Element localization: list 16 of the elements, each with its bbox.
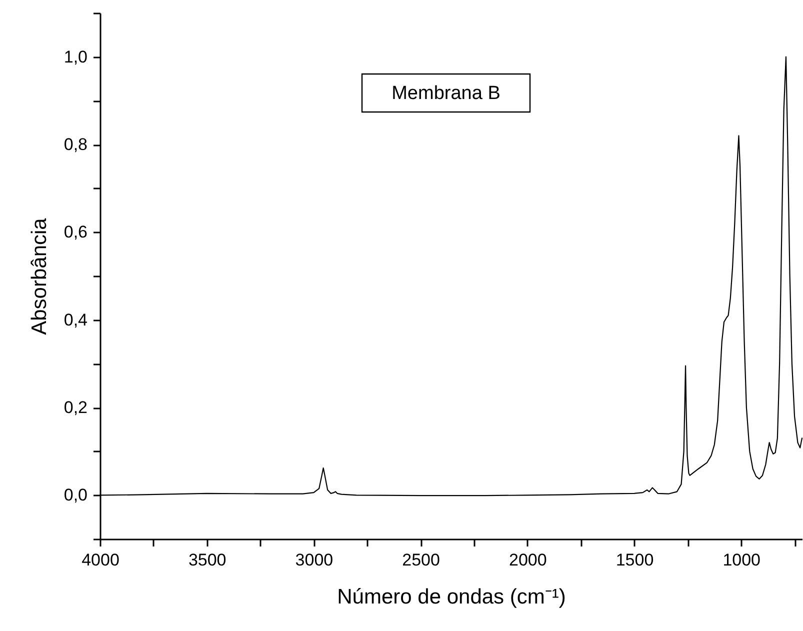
- x-tick-label: 3500: [188, 550, 226, 570]
- x-tick-label: 1000: [722, 550, 761, 570]
- y-tick-label: 0,8: [64, 135, 88, 154]
- annotation: Membrana B: [392, 83, 500, 104]
- y-tick-label: 0,0: [64, 486, 88, 505]
- x-tick-label: 3000: [295, 550, 334, 570]
- y-tick-label: 0,6: [64, 222, 88, 242]
- y-tick-label: 0,2: [64, 398, 88, 417]
- y-tick-label: 0,4: [64, 310, 88, 330]
- x-axis-title: Número de ondas (cm⁻¹): [337, 586, 566, 608]
- x-tick-label: 2500: [402, 550, 440, 570]
- y-axis-title: Absorbância: [28, 218, 51, 335]
- x-tick-label: 1500: [616, 550, 654, 570]
- y-tick-label: 1,0: [64, 47, 88, 66]
- x-tick-label: 4000: [82, 550, 120, 570]
- x-tick-label: 2000: [508, 550, 547, 570]
